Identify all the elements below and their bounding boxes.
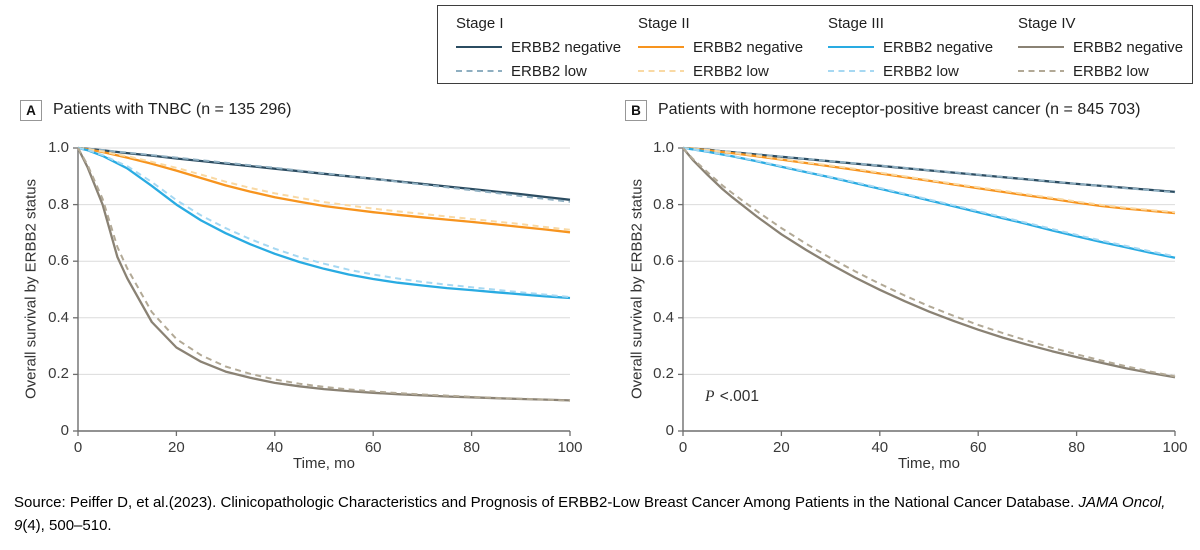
stage-i-low-line-swatch	[456, 69, 502, 73]
x-tick-label: 80	[463, 439, 480, 456]
panel-a-title: Patients with TNBC (n = 135 296)	[53, 101, 292, 118]
legend-box: Stage I ERBB2 negative ERBB2 low Stage I…	[437, 5, 1193, 84]
curve-stage-ii-erbb2-low	[682, 147, 1176, 214]
legend-group-stage-iv: Stage IV ERBB2 negative ERBB2 low	[1018, 13, 1183, 83]
legend-row-negative: ERBB2 negative	[828, 35, 993, 59]
y-tick-label: 0.4	[653, 308, 674, 326]
x-tick-label: 40	[266, 439, 284, 456]
x-tick-label: 20	[168, 439, 185, 456]
y-tick-label: 1.0	[653, 139, 674, 156]
legend-stage-label: Stage I	[456, 15, 504, 32]
y-tick-label: 1.0	[48, 139, 69, 156]
stage-iv-low-line-swatch	[1018, 69, 1064, 73]
curve-stage-iii-erbb2-low	[77, 147, 571, 299]
panel-a-x-axis-title: Time, mo	[293, 455, 355, 472]
stage-iv-negative-line-swatch	[1018, 45, 1064, 49]
panel-b-title: Patients with hormone receptor-positive …	[658, 101, 1141, 118]
legend-entry-label: ERBB2 low	[1073, 62, 1149, 80]
y-tick-label: 0.2	[653, 365, 674, 383]
y-tick-label: 0.8	[653, 195, 674, 213]
y-tick-label: 0.4	[48, 308, 69, 326]
legend-stage-label: Stage III	[828, 15, 884, 32]
stage-iii-low-line-swatch	[828, 69, 874, 73]
source-journal-italic: JAMA Oncol, 9	[14, 494, 1166, 534]
curve-stage-iii-erbb2-low	[682, 147, 1176, 258]
y-tick-label: 0.2	[48, 365, 69, 383]
y-tick-label: 0.8	[48, 195, 69, 213]
curve-stage-ii-erbb2-low	[77, 147, 571, 231]
legend-entry-label: ERBB2 negative	[693, 38, 804, 56]
x-tick-label: 40	[871, 439, 889, 456]
legend-row-low: ERBB2 low	[828, 59, 993, 83]
legend-row-negative: ERBB2 negative	[1018, 35, 1183, 59]
stage-ii-low-line-swatch	[638, 69, 684, 73]
curve-stage-ii-erbb2-negative	[682, 146, 1176, 215]
legend-row-low: ERBB2 low	[1018, 59, 1183, 83]
legend-stage-label: Stage II	[638, 15, 690, 32]
panel-a-y-axis-title: Overall survival by ERBB2 status	[22, 178, 40, 400]
x-tick-label: 80	[1068, 439, 1085, 456]
y-tick-label: 0	[60, 422, 69, 439]
x-tick-label: 100	[557, 439, 583, 456]
x-tick-label: 60	[969, 439, 987, 456]
legend-row-negative: ERBB2 negative	[456, 35, 621, 59]
panel-b-header: B Patients with hormone receptor-positiv…	[625, 98, 1140, 122]
curve-stage-iii-erbb2-negative	[77, 146, 571, 300]
legend-group-stage-ii: Stage II ERBB2 negative ERBB2 low	[638, 13, 803, 83]
x-tick-label: 100	[1162, 439, 1188, 456]
panel-b-letter-badge: B	[625, 99, 647, 121]
y-tick-label: 0.6	[48, 252, 69, 270]
curve-stage-ii-erbb2-negative	[77, 146, 571, 234]
legend-entry-label: ERBB2 negative	[1073, 38, 1184, 56]
x-tick-label: 60	[364, 439, 382, 456]
source-citation: Source: Peiffer D, et al.(2023). Clinico…	[14, 492, 1180, 537]
panel-a-letter-badge: A	[20, 99, 42, 121]
legend-entry-label: ERBB2 negative	[883, 38, 994, 56]
p-value-symbol: P	[705, 388, 715, 405]
stage-ii-negative-line-swatch	[638, 45, 684, 49]
panel-b-p-value: P <.001	[705, 388, 759, 406]
stage-i-negative-line-swatch	[456, 45, 502, 49]
legend-group-stage-iii: Stage III ERBB2 negative ERBB2 low	[828, 13, 993, 83]
legend-entry-label: ERBB2 low	[883, 62, 959, 80]
curve-stage-iii-erbb2-negative	[682, 146, 1176, 259]
legend-group-stage-i: Stage I ERBB2 negative ERBB2 low	[456, 13, 621, 83]
panel-b-y-axis-title: Overall survival by ERBB2 status	[628, 178, 646, 400]
x-tick-label: 20	[773, 439, 790, 456]
legend-entry-label: ERBB2 low	[511, 62, 587, 80]
legend-row-negative: ERBB2 negative	[638, 35, 803, 59]
legend-entry-label: ERBB2 negative	[511, 38, 622, 56]
legend-stage-label: Stage IV	[1018, 15, 1076, 32]
panel-b-x-axis-title: Time, mo	[898, 455, 960, 472]
p-value-text: <.001	[715, 388, 759, 405]
y-tick-label: 0.6	[653, 252, 674, 270]
x-tick-label: 0	[73, 439, 83, 456]
x-tick-label: 0	[678, 439, 688, 456]
source-pages: (4), 500–510.	[22, 516, 112, 534]
curve-stage-i-erbb2-low	[77, 147, 571, 203]
legend-row-low: ERBB2 low	[456, 59, 621, 83]
panel-a-header: A Patients with TNBC (n = 135 296)	[20, 98, 292, 122]
stage-iii-negative-line-swatch	[828, 45, 874, 49]
curve-stage-iv-erbb2-negative	[682, 147, 1176, 379]
legend-entry-label: ERBB2 low	[693, 62, 769, 80]
y-tick-label: 0	[665, 422, 674, 439]
source-text: Source: Peiffer D, et al.(2023). Clinico…	[14, 494, 1079, 511]
curve-stage-iv-erbb2-low	[682, 147, 1176, 378]
legend-row-low: ERBB2 low	[638, 59, 803, 83]
curve-stage-iv-erbb2-low	[77, 147, 571, 402]
